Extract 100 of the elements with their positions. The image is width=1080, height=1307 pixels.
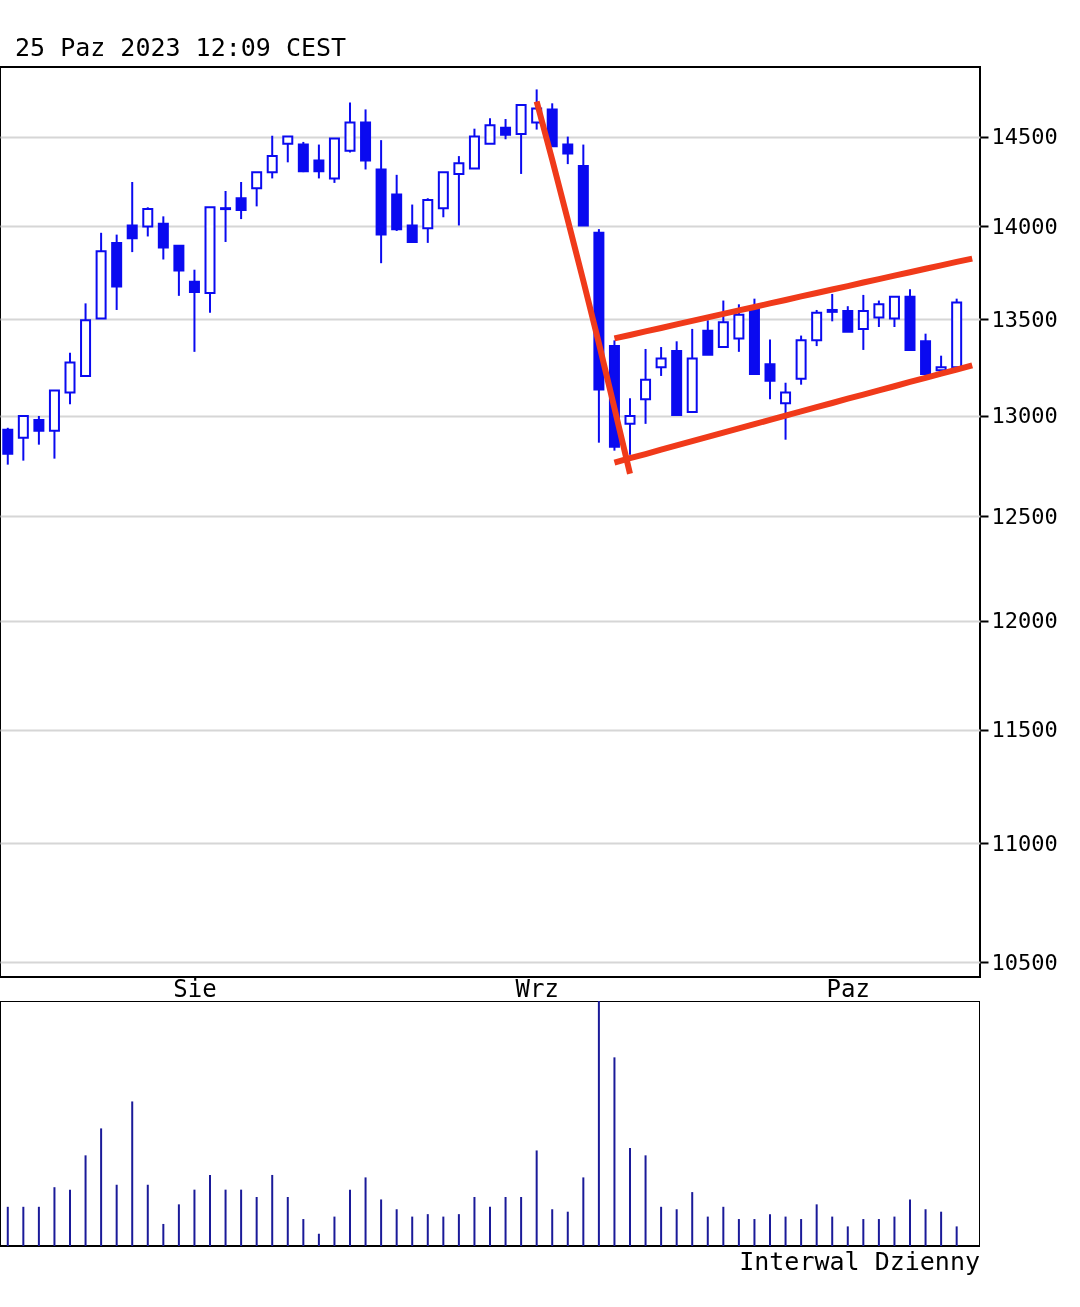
bar (737, 1219, 740, 1246)
bar (380, 1199, 383, 1246)
bar (84, 1155, 87, 1246)
candlestick (17, 414, 29, 462)
candlestick (562, 135, 574, 166)
bar (691, 1192, 694, 1246)
bar (675, 1209, 678, 1246)
bar (22, 1206, 25, 1246)
bar (349, 1189, 351, 1246)
bar (457, 1214, 460, 1246)
candlestick (826, 292, 838, 323)
candlestick (220, 190, 232, 243)
bar (909, 1199, 911, 1246)
bar (489, 1206, 491, 1246)
candlestick (780, 381, 792, 441)
bar (426, 1214, 429, 1246)
bar (146, 1184, 149, 1246)
bar (100, 1128, 103, 1246)
bar (53, 1187, 56, 1246)
bar (753, 1219, 756, 1246)
bar (317, 1233, 320, 1246)
y-tick-label: 14500 (991, 124, 1058, 150)
y-tick-label: 13000 (991, 403, 1058, 429)
candlestick (655, 346, 667, 377)
candlestick (282, 135, 294, 164)
bar (955, 1226, 958, 1246)
bar (240, 1189, 243, 1246)
bar (333, 1216, 336, 1246)
candlestick (857, 293, 869, 351)
y-tick-label: 11000 (991, 830, 1058, 856)
bar (473, 1197, 476, 1246)
bar (551, 1209, 554, 1246)
bar (504, 1197, 507, 1246)
candlestick (842, 305, 854, 333)
candlestick (733, 303, 745, 353)
bar (815, 1204, 818, 1246)
candlestick (313, 143, 325, 180)
text: Interwal Dzienny (739, 1247, 980, 1276)
candlestick (702, 319, 714, 356)
candlestick (640, 347, 652, 425)
bar (193, 1189, 196, 1246)
bar (893, 1216, 896, 1246)
bar (271, 1174, 274, 1246)
bar (706, 1216, 709, 1246)
bar (784, 1216, 787, 1246)
candlestick (157, 215, 169, 261)
bar (535, 1150, 538, 1246)
bar (597, 1001, 600, 1246)
bar (862, 1219, 865, 1246)
bar (566, 1211, 569, 1246)
y-tick-label: 12500 (991, 503, 1058, 529)
candlestick (266, 134, 278, 180)
bar (209, 1174, 211, 1246)
y-tick-label: 11500 (991, 717, 1058, 743)
bar (846, 1226, 849, 1246)
bar (629, 1148, 631, 1246)
bar (613, 1057, 616, 1246)
candlestick (873, 299, 885, 329)
bar (800, 1219, 803, 1246)
bar (37, 1206, 40, 1246)
x-tick-label: Wrz (515, 974, 559, 1003)
candlestick (188, 268, 200, 353)
bar (769, 1214, 771, 1246)
candlestick (235, 181, 247, 221)
x-tick-label: Sie (173, 974, 217, 1003)
x-tick-label: Paz (826, 974, 870, 1003)
candlestick (251, 171, 263, 208)
chart-title: 25 Paz 2023 12:09 CEST (15, 33, 347, 62)
bar (302, 1219, 305, 1246)
candlestick (624, 397, 636, 456)
bar (660, 1206, 663, 1246)
bar (520, 1197, 523, 1246)
bar (395, 1209, 398, 1246)
candlestick (500, 118, 512, 141)
y-tick-label: 10500 (991, 949, 1058, 975)
bar (940, 1211, 943, 1246)
bar (162, 1223, 165, 1246)
y-tick-label: 12000 (991, 608, 1058, 634)
bar (286, 1197, 289, 1246)
candlestick (126, 181, 138, 254)
candlestick (764, 338, 776, 401)
candlestick (484, 117, 496, 145)
candlestick (406, 203, 418, 243)
candlestick (453, 155, 465, 227)
candlestick (33, 414, 45, 446)
bar (582, 1177, 585, 1246)
bar (722, 1206, 725, 1246)
bar (131, 1101, 134, 1246)
bar (177, 1204, 180, 1246)
bar (224, 1189, 227, 1246)
bar (115, 1184, 118, 1246)
bar (69, 1189, 71, 1246)
bar (442, 1216, 445, 1246)
candlestick (142, 206, 154, 238)
bar (411, 1216, 414, 1246)
bar (831, 1216, 834, 1246)
bar (877, 1219, 880, 1246)
bar (924, 1209, 927, 1246)
y-tick-label: 13500 (991, 306, 1058, 332)
y-tick-label: 14000 (991, 213, 1058, 239)
